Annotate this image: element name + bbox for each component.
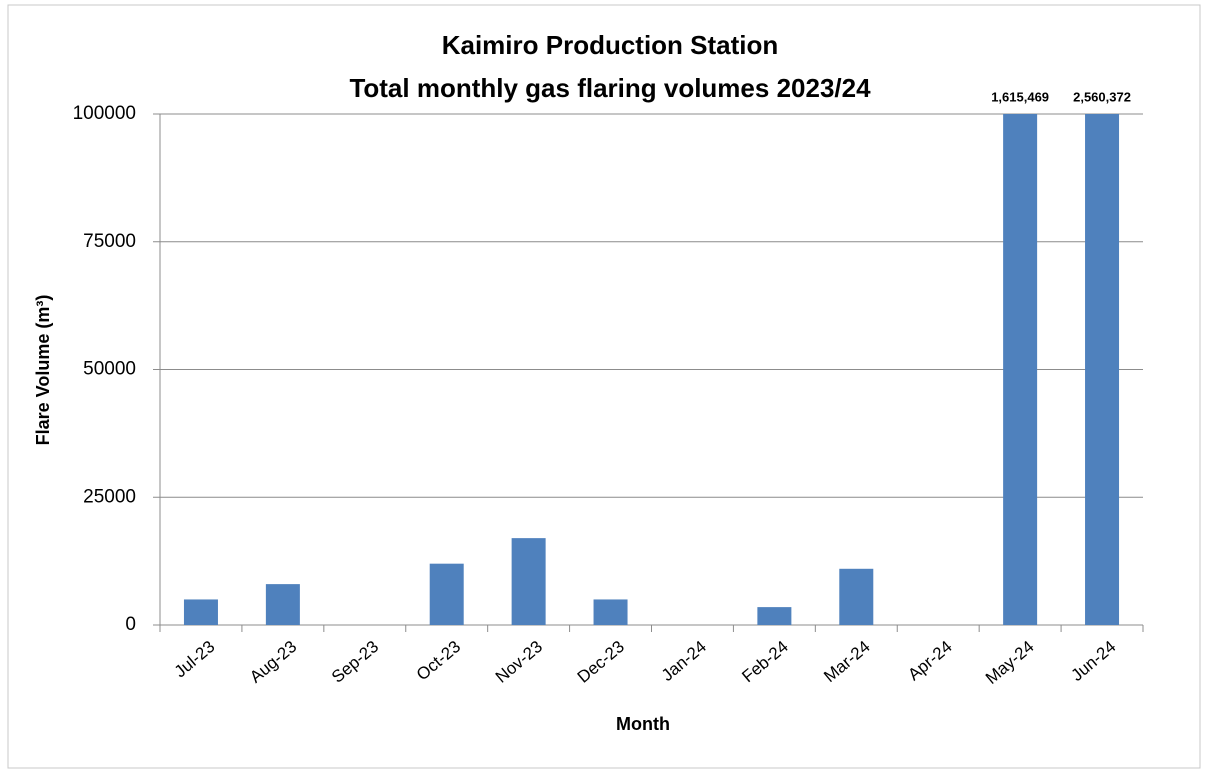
- chart-frame: [7, 4, 1201, 769]
- bar: [1085, 114, 1120, 625]
- grid: [153, 113, 1144, 632]
- y-tick-label: 50000: [83, 359, 136, 380]
- chart-title: Kaimiro Production Station: [442, 30, 779, 60]
- bar: [593, 599, 628, 625]
- bar: [183, 599, 218, 625]
- value-label: 2,560,372: [1073, 89, 1131, 104]
- bar: [429, 563, 464, 625]
- value-label: 1,615,469: [991, 89, 1049, 104]
- bar: [511, 538, 546, 625]
- y-tick-label: 0: [125, 614, 136, 635]
- x-axis-title: Month: [616, 714, 670, 734]
- chart-title: Total monthly gas flaring volumes 2023/2…: [349, 73, 871, 103]
- bars: [183, 114, 1120, 625]
- y-axis-title: Flare Volume (m³): [33, 295, 53, 446]
- y-tick-label: 75000: [83, 231, 136, 252]
- bar: [757, 607, 792, 625]
- bar: [839, 568, 874, 625]
- bar: [265, 584, 300, 625]
- y-tick-label: 25000: [83, 486, 136, 507]
- y-tick-label: 100000: [73, 103, 136, 124]
- bar: [1003, 114, 1038, 625]
